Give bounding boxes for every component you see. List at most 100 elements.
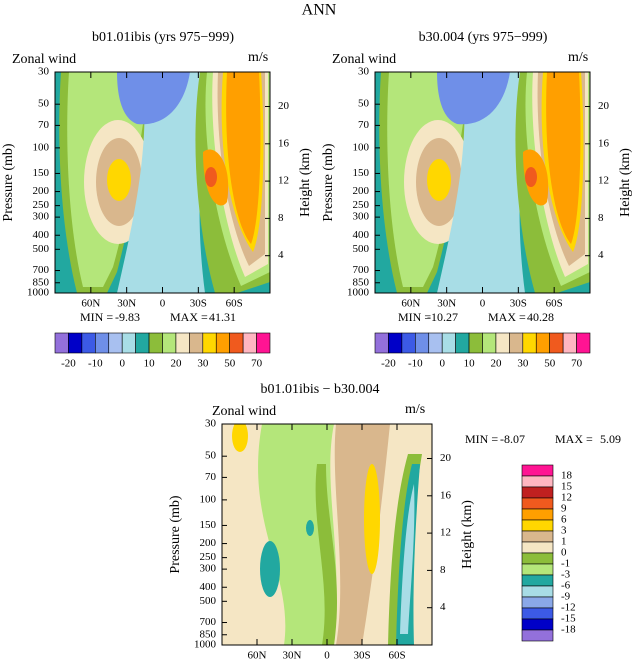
colorbar-label: 10 <box>144 358 156 370</box>
x-tick-label: 30N <box>117 298 136 310</box>
x-tick-label: 30S <box>510 298 527 310</box>
colorbar-box <box>121 332 136 354</box>
y2-tick-label: 16 <box>278 137 290 149</box>
contour-region <box>315 464 338 645</box>
colorbar-label: 70 <box>571 358 583 370</box>
x-tick-label: 60S <box>546 298 563 310</box>
colorbar-box <box>415 332 430 354</box>
colorbar-box <box>521 596 554 609</box>
contour-region <box>306 520 314 536</box>
y-tick-label: 70 <box>205 471 217 483</box>
colorbar-box <box>189 332 204 354</box>
y-tick-label: 300 <box>353 211 370 223</box>
colorbar-box <box>521 541 554 554</box>
y-tick-label: 100 <box>33 141 50 153</box>
contour-region <box>232 424 248 452</box>
contour-region <box>260 541 280 597</box>
colorbar-box <box>521 563 554 576</box>
contour-field <box>375 72 590 293</box>
colorbar-label: -18 <box>561 624 576 636</box>
y-tick-label: 1000 <box>194 639 217 651</box>
y2-tick-label: 4 <box>278 249 284 261</box>
colorbar-label: -15 <box>561 613 576 625</box>
x-tick-label: 60N <box>401 298 420 310</box>
y2-tick-label: 16 <box>598 137 610 149</box>
colorbar-box <box>428 332 443 354</box>
y-tick-label: 700 <box>353 264 370 276</box>
y-tick-label: 300 <box>200 563 217 575</box>
y-tick-label: 1000 <box>27 287 50 299</box>
colorbar-box <box>229 332 244 354</box>
y-tick-label: 250 <box>353 199 370 211</box>
colorbar-box <box>521 475 554 488</box>
x-tick-label: 30S <box>353 650 370 662</box>
colorbar-label: -9 <box>561 591 571 603</box>
colorbar-box <box>509 332 524 354</box>
y2-tick-label: 4 <box>440 601 446 613</box>
contour-region <box>400 484 415 634</box>
y2-tick-label: 4 <box>598 249 604 261</box>
colorbar-box <box>108 332 123 354</box>
y-tick-label: 400 <box>33 229 50 241</box>
contour-region <box>364 464 380 574</box>
colorbar-box <box>175 332 190 354</box>
colorbar-box <box>54 332 69 354</box>
colorbar-box <box>522 332 537 354</box>
y-tick-label: 30 <box>38 66 50 78</box>
colorbar-box <box>521 607 554 620</box>
x-tick-label: 60N <box>248 650 267 662</box>
min-label: MIN = <box>398 310 431 324</box>
y-tick-label: 300 <box>33 211 50 223</box>
y-tick-label: 150 <box>353 167 370 179</box>
y-tick-label: 30 <box>358 66 370 78</box>
colorbar-box <box>81 332 96 354</box>
y-tick-label: 400 <box>200 581 217 593</box>
y-tick-label: 150 <box>200 519 217 531</box>
y-axis-label: Pressure (mb) <box>1 143 16 221</box>
y-tick-label: 200 <box>33 185 50 197</box>
colorbar-label: 50 <box>224 358 236 370</box>
x-tick-label: 60S <box>388 650 405 662</box>
y-tick-label: 500 <box>33 243 50 255</box>
units-label: m/s <box>405 402 425 417</box>
colorbar-label: 1 <box>561 536 567 548</box>
y2-tick-label: 8 <box>598 212 604 224</box>
y-tick-label: 850 <box>33 276 50 288</box>
colorbar-label: -12 <box>561 602 576 614</box>
colorbar-label: 30 <box>197 358 209 370</box>
y2-axis-label: Height (km) <box>298 148 313 217</box>
contour-field <box>55 72 270 293</box>
field-label: Zonal wind <box>332 52 396 67</box>
colorbar-box <box>95 332 110 354</box>
colorbar-box <box>562 332 577 354</box>
panel-title: b30.004 (yrs 975−999) <box>419 30 548 45</box>
y-tick-label: 50 <box>38 98 50 110</box>
colorbar-box <box>535 332 550 354</box>
colorbar-label: -6 <box>561 580 571 592</box>
y-tick-label: 200 <box>353 185 370 197</box>
y-tick-label: 500 <box>200 595 217 607</box>
x-tick-label: 30N <box>437 298 456 310</box>
x-tick-label: 60S <box>226 298 243 310</box>
colorbar-box <box>549 332 564 354</box>
max-label: MAX = <box>488 310 526 324</box>
y2-axis-label: Height (km) <box>460 500 475 569</box>
y-tick-label: 200 <box>200 537 217 549</box>
y2-tick-label: 20 <box>598 100 610 112</box>
y2-tick-label: 12 <box>598 175 609 187</box>
colorbar-box <box>401 332 416 354</box>
y-tick-label: 100 <box>353 141 370 153</box>
y-tick-label: 100 <box>200 493 217 505</box>
min-value: -9.83 <box>115 310 140 324</box>
colorbar-box <box>68 332 83 354</box>
colorbar-label: 0 <box>439 358 445 370</box>
colorbar-label: 15 <box>561 481 573 493</box>
y-tick-label: 500 <box>353 243 370 255</box>
contour-field <box>222 424 432 645</box>
y2-tick-label: 20 <box>278 100 290 112</box>
panel-title: b01.01ibis − b30.004 <box>260 382 379 397</box>
min-label: MIN = <box>80 310 113 324</box>
y-tick-label: 150 <box>33 167 50 179</box>
colorbar-box <box>521 519 554 532</box>
